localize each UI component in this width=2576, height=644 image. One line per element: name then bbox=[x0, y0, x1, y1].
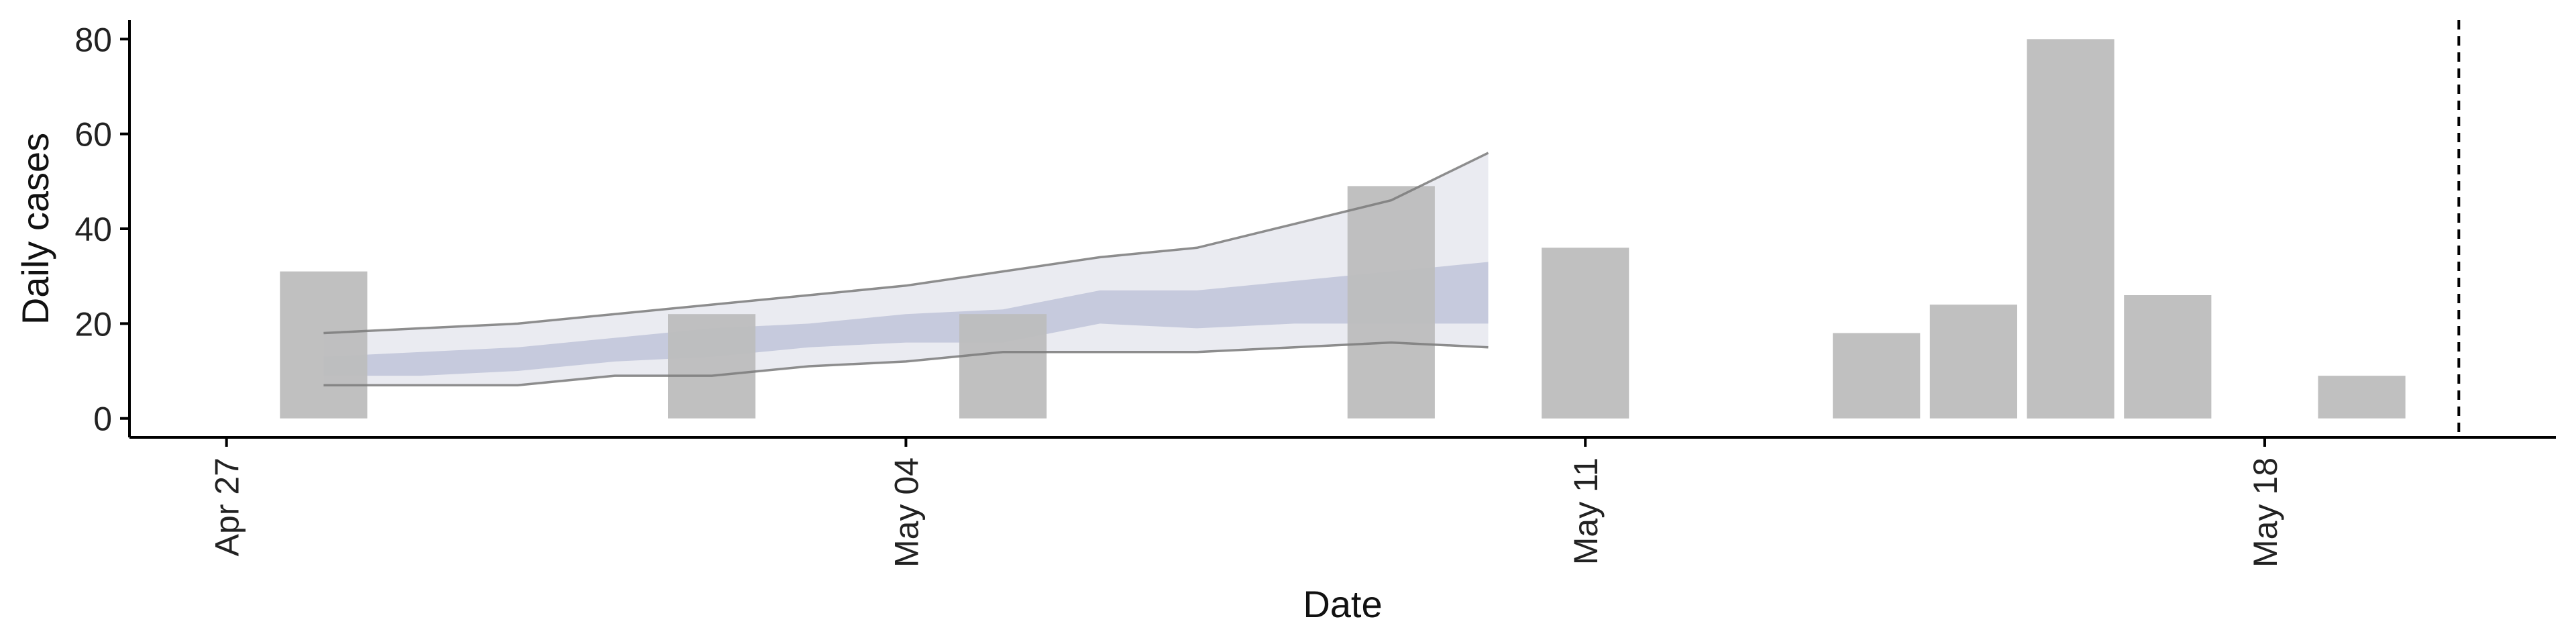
lower-bound-line bbox=[323, 341, 1489, 387]
y-axis-ticks: 0 20 40 60 80 bbox=[74, 21, 129, 438]
inner-credible-band bbox=[323, 262, 1489, 376]
x-axis-title: Date bbox=[1303, 583, 1382, 625]
axes: 0 20 40 60 80 Apr 27 May 04 May 11 May 18 bbox=[74, 20, 2556, 568]
bar bbox=[1542, 248, 1629, 419]
bar bbox=[1929, 305, 2017, 419]
bar bbox=[668, 314, 756, 419]
x-axis-ticks: Apr 27 May 04 May 11 May 18 bbox=[209, 437, 2284, 568]
y-tick-label: 20 bbox=[74, 305, 112, 343]
y-axis-title: Daily cases bbox=[14, 133, 56, 325]
bar bbox=[959, 314, 1047, 419]
bar bbox=[1347, 186, 1435, 419]
y-tick-label: 60 bbox=[74, 116, 112, 154]
estimate-bands bbox=[323, 152, 1489, 386]
x-tick-label: May 04 bbox=[888, 458, 925, 568]
x-tick-label: Apr 27 bbox=[209, 458, 246, 556]
x-tick-label: May 11 bbox=[1567, 458, 1605, 565]
bar bbox=[1833, 333, 1921, 419]
x-tick-label: May 18 bbox=[2247, 458, 2284, 568]
estimate-lines bbox=[323, 152, 1489, 387]
bar bbox=[2318, 376, 2406, 419]
upper-bound-line bbox=[323, 152, 1489, 335]
y-tick-label: 0 bbox=[93, 400, 112, 438]
bars bbox=[280, 39, 2406, 419]
y-tick-label: 80 bbox=[74, 21, 112, 58]
bar bbox=[280, 271, 368, 419]
bar bbox=[2124, 295, 2212, 419]
bar bbox=[2027, 39, 2114, 419]
y-tick-label: 40 bbox=[74, 211, 112, 248]
